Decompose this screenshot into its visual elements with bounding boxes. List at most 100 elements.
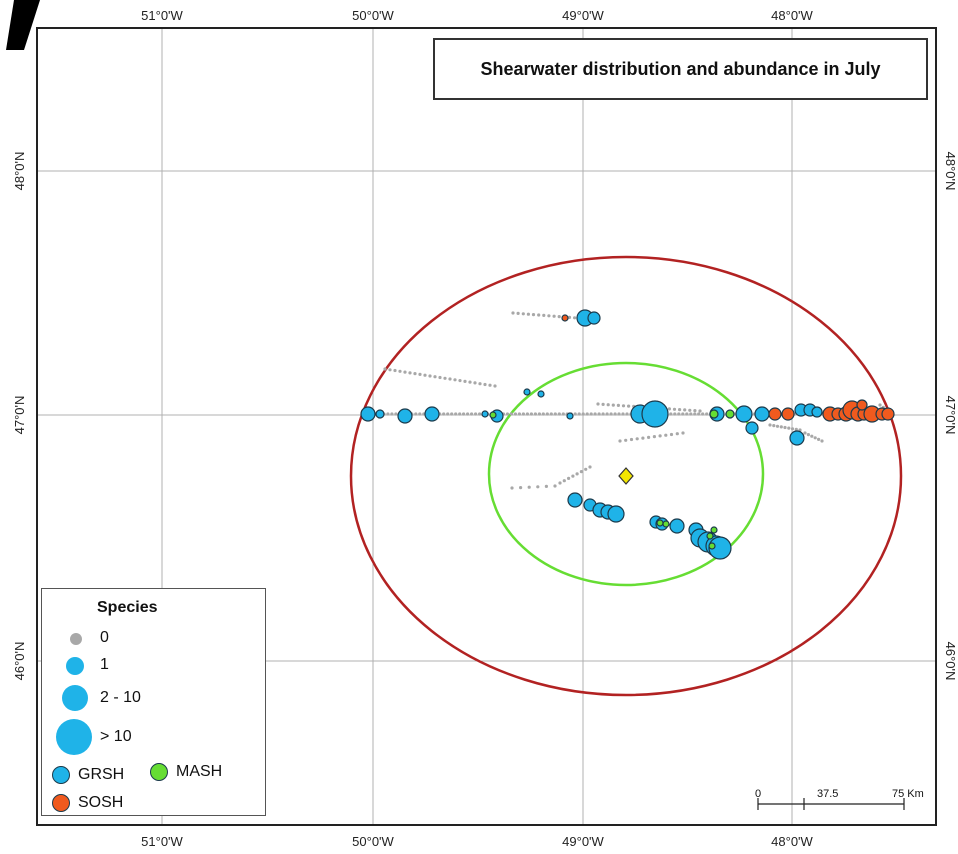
track-point: [596, 402, 600, 406]
lon-label-bottom: 50°0'W: [352, 834, 394, 849]
sosh-sighting: [561, 314, 569, 322]
legend-grsh-icon: [52, 766, 70, 784]
track-point: [561, 412, 565, 416]
track-point: [466, 412, 470, 416]
legend-sosh-icon: [52, 794, 70, 812]
track-point: [573, 412, 577, 416]
track-point: [505, 412, 510, 416]
track-point: [562, 479, 566, 483]
track-point: [577, 412, 581, 416]
track-point: [536, 485, 540, 489]
track-point: [629, 437, 634, 442]
track-point: [453, 378, 457, 382]
track-point: [537, 412, 542, 416]
sosh-sighting: [856, 399, 868, 411]
legend-size-over-ten-icon: [56, 719, 92, 755]
track-point: [618, 439, 622, 443]
track-point: [613, 412, 617, 416]
scale-bar-line: [757, 798, 905, 810]
track-point: [813, 436, 817, 440]
track-point: [398, 369, 402, 373]
grsh-sighting: [424, 406, 440, 422]
track-point: [667, 407, 672, 411]
grsh-sighting: [566, 412, 574, 420]
track-point: [473, 381, 477, 385]
track-point: [611, 403, 615, 407]
track-point: [593, 412, 597, 416]
track-point: [388, 368, 392, 372]
track-point: [652, 435, 657, 439]
grsh-sighting: [397, 408, 413, 424]
latitude-labels-right: 48°0'N 47°0'N 46°0'N: [943, 152, 958, 681]
track-point: [544, 484, 549, 488]
grsh-sighting: [587, 311, 601, 325]
track-point: [408, 371, 412, 375]
track-point: [606, 403, 610, 407]
track-point: [688, 408, 692, 412]
track-point: [488, 383, 492, 387]
track-point: [403, 370, 407, 374]
track-point: [448, 377, 452, 381]
track-point: [526, 312, 531, 316]
track-point: [394, 412, 398, 416]
track-point: [446, 412, 450, 416]
track-point: [450, 412, 454, 416]
grsh-sighting: [735, 405, 753, 423]
track-point: [470, 412, 474, 416]
track-point: [463, 379, 467, 383]
track-point: [529, 412, 534, 416]
longitude-labels-top: 51°0'W 50°0'W 49°0'W 48°0'W: [141, 8, 813, 23]
track-point: [458, 379, 462, 383]
track-point: [521, 312, 525, 316]
lon-label-top: 51°0'W: [141, 8, 183, 23]
track-point: [685, 412, 689, 416]
track-point: [672, 407, 677, 411]
track-point: [454, 412, 458, 416]
lon-label-bottom: 51°0'W: [141, 834, 183, 849]
outer-boundary-ellipse: [349, 255, 903, 697]
lat-label-right: 46°0'N: [943, 642, 958, 681]
sosh-sighting: [881, 407, 895, 421]
legend-size-label: 1: [100, 656, 109, 673]
grsh-sighting: [754, 406, 770, 422]
track-point: [483, 382, 487, 387]
mash-sighting: [662, 520, 670, 528]
lat-label-right: 47°0'N: [943, 396, 958, 435]
sightings-layer: [360, 309, 895, 560]
grsh-sighting: [481, 410, 489, 418]
track-point: [509, 412, 514, 416]
grsh-sighting: [669, 518, 685, 534]
corner-fragment: [0, 0, 40, 50]
track-point: [678, 408, 682, 412]
map-title: Shearwater distribution and abundance in…: [480, 58, 881, 79]
track-point: [675, 432, 679, 436]
track-point: [557, 412, 561, 416]
track-point: [390, 412, 394, 416]
track-point: [428, 374, 432, 378]
legend-size-one-icon: [66, 657, 84, 675]
track-point: [698, 409, 702, 413]
track-point: [787, 426, 791, 430]
track-point: [413, 372, 417, 376]
track-point: [575, 472, 579, 476]
track-point: [588, 465, 592, 469]
track-point: [585, 412, 589, 416]
track-point: [693, 412, 697, 416]
track-point: [443, 376, 447, 380]
lat-label-right: 48°0'N: [943, 152, 958, 191]
legend-species-label: GRSH: [78, 766, 125, 783]
grsh-sighting: [708, 536, 732, 560]
track-point: [525, 412, 530, 416]
latitude-labels-left: 48°0'N 47°0'N 46°0'N: [12, 152, 27, 681]
map-title-box: Shearwater distribution and abundance in…: [433, 38, 928, 100]
track-point: [584, 467, 588, 471]
track-point: [516, 311, 520, 315]
track-point: [552, 314, 556, 318]
grsh-sighting: [567, 492, 583, 508]
legend-size-label: 0: [100, 629, 109, 646]
track-point: [597, 412, 601, 416]
grsh-sighting: [537, 390, 545, 398]
track-point: [553, 412, 557, 416]
track-point: [689, 412, 693, 416]
track-point: [625, 412, 629, 416]
